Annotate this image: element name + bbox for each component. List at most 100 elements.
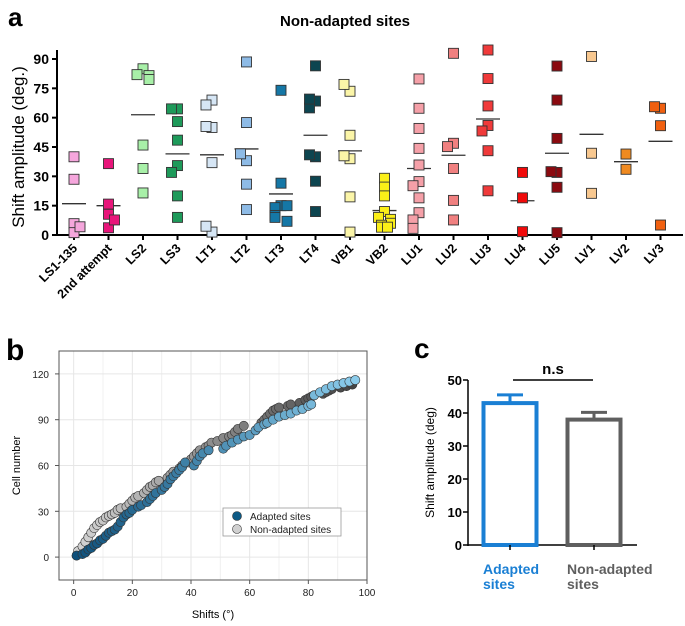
x-tick-label: LU2 [433,241,460,268]
data-point [649,101,660,113]
data-point [172,134,183,146]
data-point [586,147,597,159]
data-point [68,227,80,239]
data-point [350,375,361,385]
data-point [172,211,183,223]
data-point [310,175,321,187]
data-point [482,73,494,85]
x-tick-label: LV1 [572,241,597,266]
x-tick-label: LU5 [537,241,564,268]
legend-marker [232,511,242,521]
bar [481,401,539,547]
panel-a-chart: Non-adapted sites Shift amplitude (deg.) 0… [9,13,683,301]
data-point [166,103,177,115]
y-tick-label: 30 [33,168,49,184]
data-point [344,226,356,238]
x-tick-label-line2: sites [567,576,599,592]
significance-label: n.s [542,361,564,378]
data-point [241,117,252,129]
legend: Adapted sites Non-adapted sites [222,507,342,537]
panel-label-c: c [414,333,430,364]
data-point [172,116,183,128]
data-point [238,420,249,431]
data-point [413,192,425,204]
x-tick-label: 60 [244,588,256,599]
data-point [137,187,149,199]
y-tick-label: 120 [32,370,49,381]
legend-box [222,507,342,537]
bar [565,417,623,548]
y-tick-label: 60 [33,110,49,126]
data-point [200,121,212,132]
data-point [137,163,149,174]
x-tick-label: LT2 [228,241,253,266]
data-point [131,69,143,81]
data-point [68,173,80,185]
data-point [338,150,350,162]
data-point [551,227,563,239]
x-tick-label: LT4 [297,241,322,266]
data-point [379,206,390,217]
x-tick-label-line1: Non-adapted [567,561,653,577]
y-tick-label: 50 [448,373,462,388]
data-point [103,222,114,234]
data-point [200,220,212,232]
data-point [137,139,149,151]
data-point [200,99,212,111]
data-point [206,157,218,169]
data-point [442,141,453,153]
y-tick-label: 30 [38,507,50,518]
data-point [517,166,528,178]
data-point [482,100,494,112]
x-tick-label: LU4 [502,241,529,268]
data-point [103,208,114,220]
data-point [344,129,356,141]
data-point [620,148,632,160]
data-point [413,102,425,114]
data-point [153,475,164,486]
data-point [382,221,393,233]
data-point [517,192,528,204]
y-axis-label: Cell number [11,436,23,496]
data-point [413,122,425,134]
x-tick-label: LT3 [262,241,287,266]
data-point [109,214,120,226]
x-tick-label: 80 [303,588,315,599]
data-point [103,198,114,210]
panel-b-chart: 0 20 40 60 80 100 0 30 60 90 120 Shifts (°) Cell num… [11,350,376,621]
data-point [281,215,293,227]
panel-label-b: b [6,334,24,367]
data-point [413,159,425,171]
data-point [103,158,114,170]
data-point [338,78,350,90]
data-point [143,74,155,85]
x-tick-label: LU1 [399,241,426,268]
x-tick-label: 100 [359,588,376,599]
data-point [551,132,563,144]
data-point [241,178,252,190]
data-point [545,166,557,178]
data-point [655,120,666,132]
y-tick-label: 0 [43,553,49,564]
data-point [482,145,494,157]
data-point [68,151,80,163]
data-point [517,226,528,238]
data-point [482,44,494,56]
data-point [448,214,459,226]
panel-c-chart: Shift amplitude (deg)01020304050Adapteds… [423,361,653,592]
panel-label-a: a [8,2,23,32]
data-point [448,163,459,174]
x-tick-label: LV2 [607,241,632,266]
data-point [413,142,425,154]
data-point [275,177,287,189]
y-tick-label: 20 [448,472,462,487]
data-point [275,84,287,96]
x-tick-label: 40 [185,588,197,599]
x-tick-label: 20 [127,588,139,599]
data-point [476,125,488,137]
data-point [586,187,597,199]
data-point [172,190,183,202]
data-point [206,226,218,238]
chart-title: Non-adapted sites [280,13,410,30]
